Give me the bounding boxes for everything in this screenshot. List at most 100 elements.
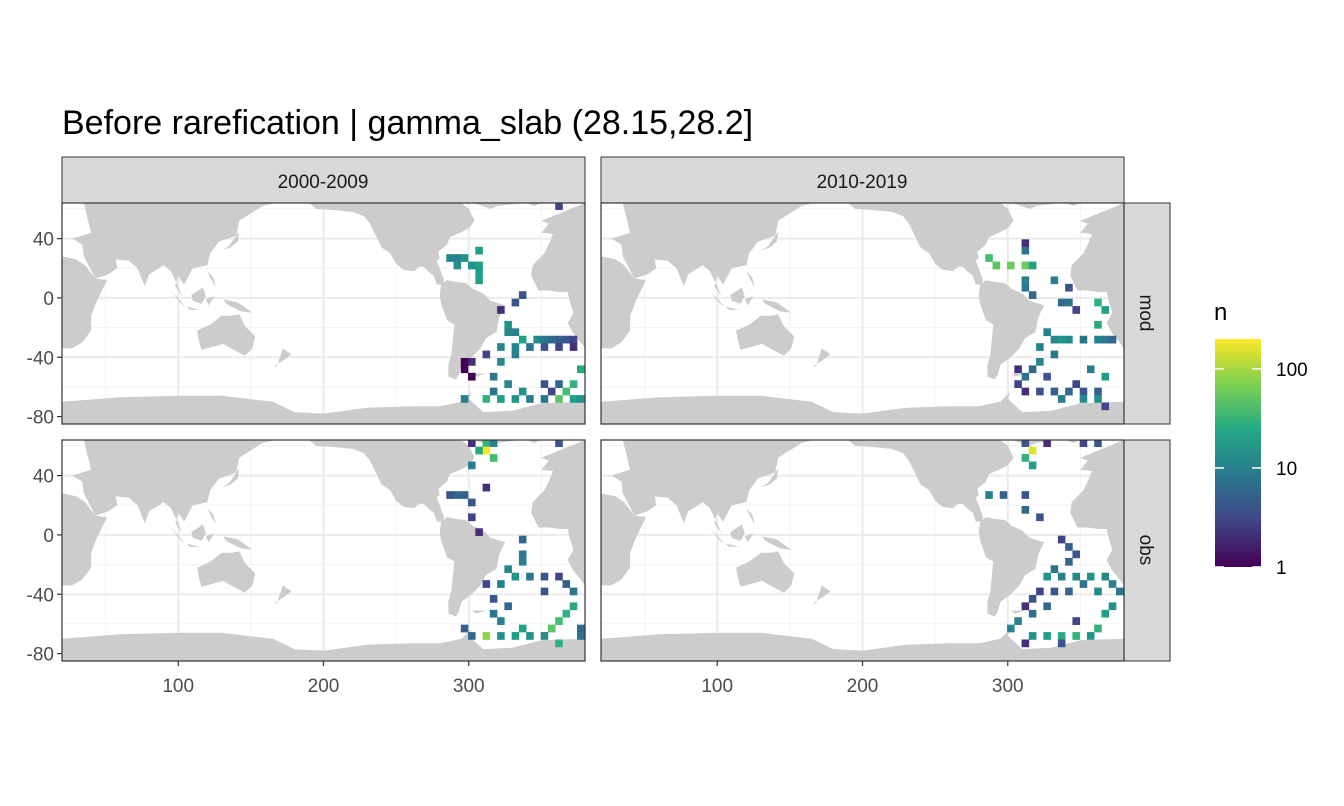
heatmap-cell — [540, 335, 549, 344]
legend-title: n — [1214, 299, 1227, 326]
heatmap-cell — [1101, 572, 1110, 581]
heatmap-cell — [1007, 261, 1015, 270]
heatmap-cell — [446, 491, 454, 499]
heatmap-cell — [1094, 320, 1102, 329]
strip-label-row-2: obs — [1135, 535, 1156, 566]
landmass — [1010, 610, 1026, 614]
landmass — [531, 203, 585, 349]
landmass — [197, 314, 256, 356]
heatmap-cell — [1079, 395, 1088, 403]
legend-tick-label: 1 — [1276, 558, 1287, 579]
landmass — [171, 290, 186, 307]
landmass — [274, 348, 292, 367]
heatmap-cells — [985, 239, 1117, 411]
landmass — [439, 517, 506, 617]
y-tick-label: -80 — [27, 408, 54, 429]
landmass — [1070, 440, 1124, 586]
landmass — [473, 203, 520, 209]
heatmap-cell — [999, 491, 1008, 499]
heatmap-cell — [497, 632, 505, 640]
landmass — [309, 440, 475, 522]
heatmap-cell — [1021, 276, 1030, 285]
heatmap-cell — [1086, 572, 1095, 581]
heatmap-cell — [1065, 335, 1073, 344]
heatmap-cell — [1036, 343, 1044, 351]
landmass — [611, 440, 834, 534]
heatmap-cell — [482, 350, 491, 359]
strip-background-col-2 — [600, 156, 1125, 204]
y-tick-label: 40 — [33, 467, 54, 488]
heatmap-cell — [1021, 602, 1030, 611]
heatmap-cell — [1094, 587, 1102, 596]
heatmap-cell — [1108, 580, 1117, 588]
heatmap-cell — [475, 246, 483, 255]
heatmap-cell — [1050, 387, 1059, 396]
heatmap-cell — [1014, 380, 1022, 388]
heatmap-cell — [1065, 387, 1073, 396]
heatmap-cell — [1072, 617, 1080, 625]
heatmap-cell — [569, 335, 578, 344]
heatmap-cell — [555, 343, 563, 351]
heatmap-cell — [1021, 506, 1030, 514]
heatmap-cell — [453, 254, 462, 262]
landmass — [191, 524, 206, 541]
heatmap-cell — [511, 350, 520, 359]
heatmap-cell — [475, 528, 483, 536]
heatmap-cell — [555, 395, 563, 403]
heatmap-cell — [518, 624, 527, 633]
heatmap-cell — [569, 395, 578, 403]
landmass — [1070, 203, 1124, 349]
landmass — [1012, 203, 1059, 209]
strip-background-col-1 — [61, 156, 586, 204]
heatmap-cell — [460, 395, 469, 403]
heatmap-cell — [489, 440, 498, 447]
landmass — [710, 290, 725, 307]
chart-title: Before rarefication | gamma_slab (28.15,… — [62, 104, 753, 142]
landmass — [978, 517, 1045, 617]
landmass — [762, 536, 792, 550]
heatmap-cell — [1094, 440, 1102, 447]
heatmap-cell — [468, 498, 476, 507]
heatmap-cell — [1086, 365, 1095, 374]
heatmap-cell — [1043, 440, 1051, 447]
landmass — [72, 440, 295, 534]
landmass — [72, 203, 295, 297]
heatmap-cell — [482, 632, 491, 640]
landmass — [274, 585, 292, 604]
landmass — [601, 391, 1124, 424]
legend-tick-label: 100 — [1276, 360, 1308, 381]
heatmap-cell — [468, 440, 476, 447]
heatmap-cell — [1036, 513, 1044, 522]
heatmap-cell — [540, 587, 549, 596]
heatmap-cell — [985, 254, 993, 262]
heatmap-cell — [482, 395, 491, 403]
heatmap-cell — [468, 513, 476, 522]
landmass — [207, 508, 216, 525]
heatmap-cell — [511, 343, 520, 351]
heatmap-cell — [1057, 572, 1066, 581]
landmass — [1065, 440, 1081, 443]
heatmap-cell — [547, 335, 556, 344]
heatmap-cell — [504, 380, 512, 388]
landmass — [223, 299, 253, 313]
heatmap-cell — [504, 602, 512, 611]
heatmap-cell — [555, 203, 563, 210]
heatmap-cell — [489, 372, 498, 381]
heatmap-cell — [1050, 587, 1059, 596]
heatmap-cell — [1072, 572, 1080, 581]
landmass — [744, 296, 754, 306]
legend-ticks: 1 10 100 — [1215, 360, 1308, 579]
heatmap-cells — [446, 440, 585, 648]
heatmap-cell — [460, 624, 469, 633]
heatmap-cell — [504, 565, 512, 574]
heatmap-cell — [577, 624, 585, 633]
heatmap-cell — [540, 343, 549, 351]
heatmap-cell — [1028, 365, 1037, 374]
heatmap-cell — [1021, 261, 1030, 270]
landmass — [205, 533, 215, 543]
heatmap-cell — [555, 335, 563, 344]
landmass — [526, 203, 542, 206]
heatmap-cell — [1101, 402, 1110, 411]
panel-1 — [61, 202, 586, 425]
landmass — [730, 287, 745, 304]
